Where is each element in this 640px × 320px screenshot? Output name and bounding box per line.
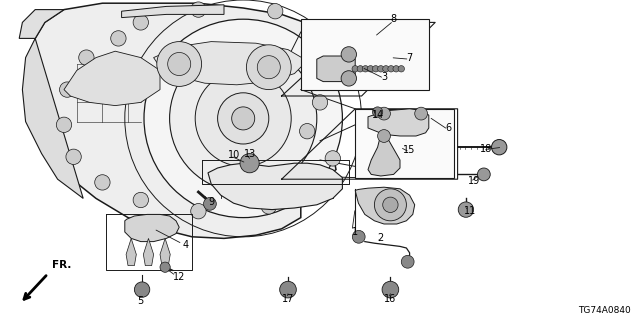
- Circle shape: [168, 52, 191, 76]
- Text: 8: 8: [390, 14, 397, 24]
- Polygon shape: [126, 238, 136, 266]
- Polygon shape: [19, 10, 64, 38]
- Circle shape: [133, 192, 148, 208]
- Circle shape: [362, 66, 369, 72]
- Circle shape: [367, 66, 374, 72]
- Polygon shape: [355, 187, 415, 224]
- Circle shape: [79, 50, 94, 65]
- Polygon shape: [154, 42, 307, 85]
- Text: 1: 1: [352, 227, 358, 237]
- Circle shape: [382, 281, 399, 298]
- Text: 6: 6: [445, 123, 451, 133]
- Circle shape: [401, 255, 414, 268]
- Circle shape: [372, 107, 383, 117]
- Circle shape: [232, 107, 255, 130]
- Text: 17: 17: [282, 294, 294, 304]
- Text: 13: 13: [243, 148, 256, 159]
- Polygon shape: [125, 214, 179, 242]
- Circle shape: [170, 45, 317, 192]
- Circle shape: [352, 66, 358, 72]
- Circle shape: [388, 66, 394, 72]
- Circle shape: [66, 149, 81, 164]
- Text: 11: 11: [464, 206, 477, 216]
- Text: 4: 4: [182, 240, 189, 250]
- Circle shape: [191, 2, 206, 17]
- Circle shape: [300, 124, 315, 139]
- Circle shape: [477, 168, 490, 181]
- Circle shape: [378, 130, 390, 142]
- Polygon shape: [317, 56, 355, 82]
- Polygon shape: [122, 5, 224, 18]
- Circle shape: [398, 66, 404, 72]
- Circle shape: [383, 197, 398, 212]
- Circle shape: [280, 281, 296, 298]
- Circle shape: [218, 93, 269, 144]
- Text: 2: 2: [378, 233, 384, 244]
- Polygon shape: [22, 38, 83, 198]
- Polygon shape: [368, 109, 429, 136]
- Polygon shape: [208, 163, 342, 210]
- Bar: [355, 109, 454, 178]
- Circle shape: [195, 70, 291, 166]
- Text: 14: 14: [371, 110, 384, 120]
- Circle shape: [160, 262, 170, 272]
- Text: 19: 19: [467, 176, 480, 186]
- Circle shape: [357, 66, 364, 72]
- Circle shape: [353, 230, 365, 243]
- Polygon shape: [368, 134, 400, 176]
- Bar: [301, 19, 429, 90]
- Circle shape: [60, 82, 75, 97]
- Circle shape: [312, 95, 328, 110]
- Text: 12: 12: [173, 272, 186, 282]
- Circle shape: [306, 176, 321, 192]
- Circle shape: [134, 282, 150, 297]
- Polygon shape: [160, 238, 170, 266]
- Circle shape: [393, 66, 399, 72]
- Circle shape: [56, 117, 72, 132]
- Circle shape: [374, 189, 406, 221]
- Circle shape: [268, 4, 283, 19]
- Circle shape: [341, 47, 356, 62]
- Text: 16: 16: [384, 294, 397, 304]
- Circle shape: [341, 71, 356, 86]
- Circle shape: [458, 202, 474, 217]
- Circle shape: [204, 197, 216, 210]
- Polygon shape: [64, 51, 160, 106]
- Circle shape: [383, 66, 389, 72]
- Circle shape: [157, 42, 202, 86]
- Circle shape: [95, 175, 110, 190]
- Text: 7: 7: [406, 52, 413, 63]
- Circle shape: [257, 56, 280, 79]
- Circle shape: [492, 140, 507, 155]
- Circle shape: [191, 204, 206, 219]
- Circle shape: [111, 31, 126, 46]
- Circle shape: [415, 107, 428, 120]
- Polygon shape: [143, 238, 154, 266]
- Text: 18: 18: [480, 144, 493, 154]
- Circle shape: [372, 66, 379, 72]
- Text: 9: 9: [208, 196, 214, 207]
- Text: 3: 3: [381, 72, 387, 82]
- Circle shape: [332, 56, 347, 72]
- Circle shape: [261, 199, 276, 214]
- Circle shape: [240, 154, 259, 173]
- Circle shape: [133, 15, 148, 30]
- Circle shape: [378, 107, 390, 120]
- Circle shape: [378, 66, 384, 72]
- Text: 10: 10: [227, 150, 240, 160]
- Text: TG74A0840: TG74A0840: [578, 306, 630, 315]
- Circle shape: [325, 151, 340, 166]
- Circle shape: [144, 19, 342, 218]
- Text: 15: 15: [403, 145, 416, 156]
- Text: FR.: FR.: [52, 260, 72, 269]
- Circle shape: [312, 24, 328, 40]
- Polygon shape: [32, 3, 342, 238]
- Circle shape: [246, 45, 291, 90]
- Text: 5: 5: [138, 296, 144, 306]
